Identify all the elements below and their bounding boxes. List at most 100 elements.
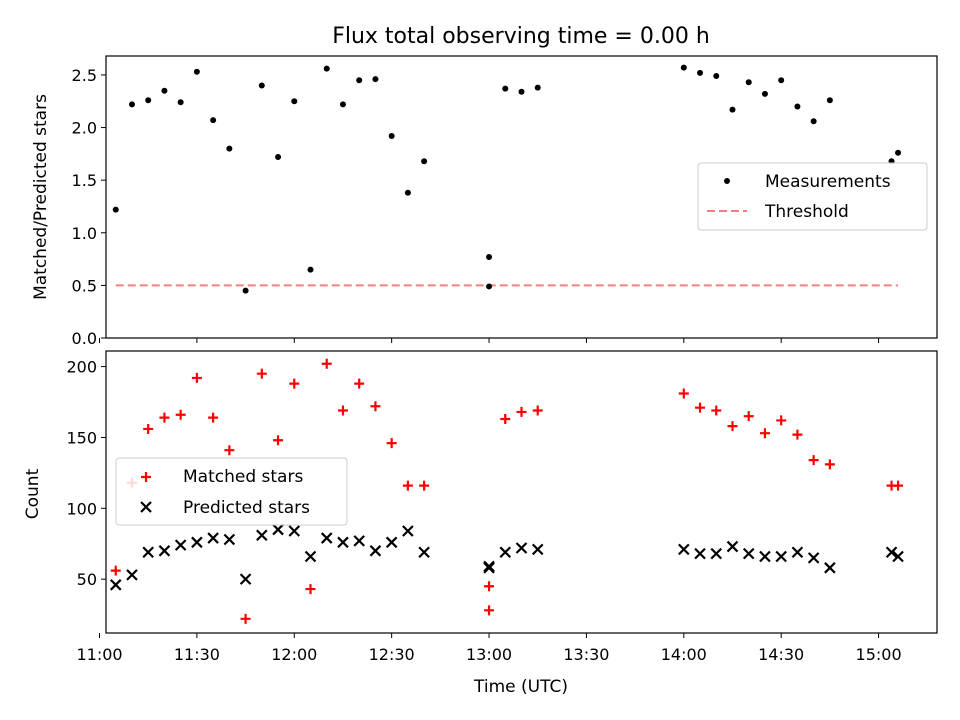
matched-star-point xyxy=(500,414,511,425)
predicted-star-point xyxy=(126,569,138,581)
bottom-y-tick-label: 150 xyxy=(66,428,97,447)
matched-star-point xyxy=(240,613,251,624)
matched-star-point xyxy=(289,378,300,389)
measurement-point xyxy=(778,77,785,84)
x-tick-label: 12:00 xyxy=(271,645,317,664)
bottom-y-tick-label: 100 xyxy=(66,499,97,518)
predicted-star-point xyxy=(726,540,739,553)
x-tick-label: 13:00 xyxy=(466,645,512,664)
measurement-point xyxy=(404,189,411,196)
bottom-legend: Matched stars Predicted stars xyxy=(115,457,348,526)
predicted-star-point xyxy=(678,543,690,556)
predicted-star-point xyxy=(807,552,820,564)
legend-matched-label: Matched stars xyxy=(183,467,303,487)
measurement-point xyxy=(275,154,282,161)
bottom-y-tick-label: 50 xyxy=(77,570,97,589)
legend-threshold-label: Threshold xyxy=(764,202,849,222)
measurement-point xyxy=(323,65,330,72)
predicted-star-point xyxy=(515,542,528,554)
matched-star-point xyxy=(776,415,787,426)
matched-star-point xyxy=(370,401,381,412)
x-tick-label: 14:30 xyxy=(758,645,804,664)
measurement-point xyxy=(680,64,687,71)
matched-star-point xyxy=(695,402,706,413)
measurement-point xyxy=(534,84,541,91)
matched-star-point xyxy=(532,405,543,416)
predicted-star-point xyxy=(320,532,333,544)
matched-star-point xyxy=(386,438,397,449)
legend-matched-marker xyxy=(141,472,151,482)
predicted-star-point xyxy=(791,546,804,559)
matched-star-point xyxy=(256,368,267,379)
bottom-legend-box xyxy=(115,457,348,526)
matched-star-point xyxy=(484,605,495,616)
measurement-point xyxy=(745,79,752,86)
matched-star-point xyxy=(893,480,904,491)
measurement-point xyxy=(518,88,525,95)
predicted-star-point xyxy=(885,546,898,559)
measurement-point xyxy=(486,283,493,290)
top-plot-frame xyxy=(105,55,938,339)
predicted-star-point xyxy=(207,532,219,544)
matched-star-point xyxy=(191,372,202,383)
matched-star-point xyxy=(711,405,722,416)
predicted-star-point xyxy=(256,529,268,541)
matched-star-point xyxy=(354,378,365,389)
matched-star-point xyxy=(727,421,738,432)
matched-star-point xyxy=(175,409,186,420)
measurement-point xyxy=(161,87,168,94)
bottom-y-tick-label: 200 xyxy=(66,358,97,377)
x-tick-label: 12:30 xyxy=(369,645,415,664)
measurement-point xyxy=(697,69,704,76)
predicted-star-point xyxy=(418,546,430,559)
matched-star-point xyxy=(143,423,154,434)
x-tick-label: 13:30 xyxy=(563,645,609,664)
matched-star-point xyxy=(305,584,316,595)
matched-star-point xyxy=(792,429,803,440)
matched-star-point xyxy=(484,581,495,592)
measurement-point xyxy=(112,206,119,213)
top-legend-box xyxy=(697,162,928,231)
predicted-star-point xyxy=(174,539,187,551)
legend-predicted-marker xyxy=(140,501,152,513)
matched-star-point xyxy=(337,405,348,416)
bottom-panel: Count Time (UTC) 50 100 150 200 11:00 11:30 12… xyxy=(23,350,938,697)
measurement-point xyxy=(810,118,817,125)
matched-star-point xyxy=(402,480,413,491)
matched-star-point xyxy=(208,412,219,423)
measurement-point xyxy=(210,117,217,124)
matched-star-point xyxy=(516,406,527,417)
chart-title: Flux total observing time = 0.00 h xyxy=(332,24,710,49)
matched-star-point xyxy=(419,480,430,491)
legend-measurements-label: Measurements xyxy=(765,172,891,192)
predicted-star-point xyxy=(824,562,836,574)
measurement-point xyxy=(729,106,736,113)
measurement-point xyxy=(388,132,395,139)
legend-measurement-marker xyxy=(724,178,730,184)
top-y-tick-label: 0.0 xyxy=(72,329,97,348)
predicted-star-point xyxy=(499,546,512,559)
measurement-point xyxy=(486,253,493,260)
predicted-star-point xyxy=(191,536,203,549)
predicted-star-point xyxy=(892,550,904,563)
predicted-star-point xyxy=(531,543,544,556)
predicted-star-point xyxy=(337,536,349,549)
top-y-tick-label: 2.5 xyxy=(72,66,97,85)
matched-star-point xyxy=(273,435,284,446)
top-y-axis-label: Matched/Predicted stars xyxy=(31,94,51,300)
matched-star-point xyxy=(159,412,170,423)
measurement-point xyxy=(177,99,184,106)
matched-star-point xyxy=(678,388,689,399)
measurement-point xyxy=(356,77,363,84)
measurement-point xyxy=(421,158,428,165)
predicted-star-point xyxy=(759,550,771,563)
predicted-star-point xyxy=(775,550,787,563)
top-y-tick-label: 2.0 xyxy=(72,119,97,138)
matched-star-point xyxy=(224,445,235,456)
top-panel: Matched/Predicted stars 0.0 0.5 1.0 1.5 2.0 2… xyxy=(31,55,938,348)
bottom-plot-frame xyxy=(105,350,938,634)
predicted-star-point xyxy=(272,523,284,536)
predicted-star-point xyxy=(742,547,755,560)
